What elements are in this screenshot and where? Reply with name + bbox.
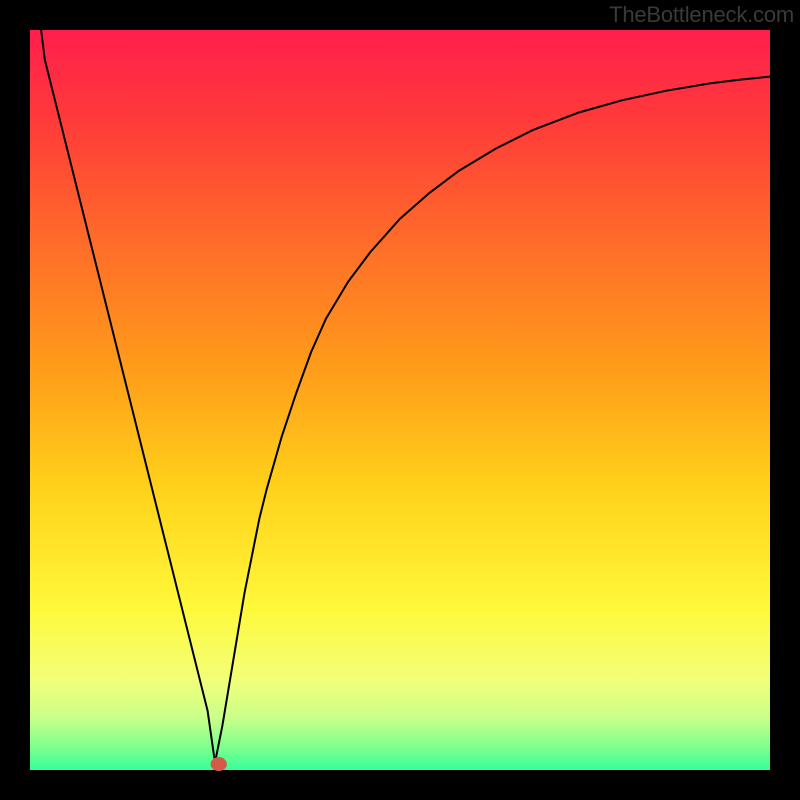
bottleneck-chart [0,0,800,800]
gradient-background [30,30,770,770]
chart-container: TheBottleneck.com [0,0,800,800]
optimum-marker [211,757,227,771]
